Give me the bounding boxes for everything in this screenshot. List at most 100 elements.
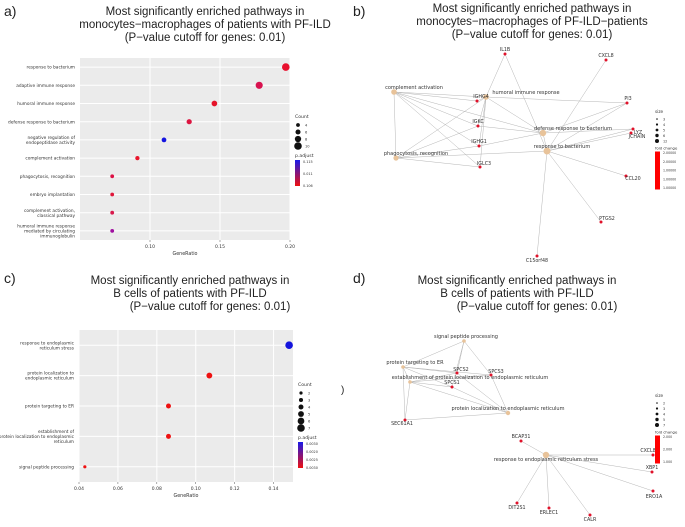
gene-node	[478, 165, 482, 169]
network-edge	[393, 91, 480, 147]
stray-parenthesis: )	[341, 385, 345, 396]
color-legend-bar	[655, 435, 660, 464]
gene-node	[547, 506, 551, 510]
color-legend-label: 1.00000	[663, 169, 676, 173]
gene-node	[450, 385, 454, 389]
gene-node	[604, 58, 608, 62]
x-axis-label: GeneRatio	[174, 493, 199, 499]
color-legend-label: 0.0030	[306, 466, 318, 470]
size-legend-label: 10	[305, 145, 310, 149]
size-legend-label: 4	[663, 412, 665, 416]
category-label: adaptive immune response	[16, 83, 75, 89]
x-tick-label: 0.10	[191, 486, 201, 492]
network-edge	[546, 59, 607, 152]
network-edge	[404, 381, 411, 421]
gene-node-label: IGLC3	[477, 161, 491, 167]
gene-node-label: SPCS1	[444, 380, 459, 386]
category-label: protein targeting to ER	[25, 404, 74, 410]
size-legend-label: 5	[663, 418, 665, 422]
gene-node	[629, 131, 633, 135]
network-edge	[536, 150, 548, 257]
size-legend-dot	[655, 423, 659, 427]
size-legend-dot	[296, 123, 300, 127]
x-tick-label: 0.06	[113, 486, 123, 492]
category-label: humoral immune response	[17, 224, 75, 230]
category-node	[505, 410, 511, 416]
category-label: reticulum stress	[40, 345, 75, 351]
gene-node-label: ERLEC1	[540, 510, 558, 516]
network-edge	[402, 366, 411, 383]
data-point	[255, 81, 263, 89]
size-legend-label: 5	[663, 128, 665, 132]
size-legend-dot	[294, 142, 302, 150]
category-node-label: complement activation	[385, 85, 443, 91]
category-node	[393, 155, 399, 161]
panel-b-title-line2: monocytes−macrophages of PF-ILD−patients	[416, 16, 648, 28]
gene-node-label: ERO1A	[646, 494, 663, 500]
category-node-label: protein targeting to ER	[386, 360, 444, 366]
color-legend-bar	[295, 160, 300, 186]
network-edge	[485, 96, 628, 104]
color-legend-label: 2.000	[663, 448, 672, 452]
network-edge	[542, 102, 628, 134]
x-tick-label: 0.10	[145, 244, 155, 250]
color-legend-label: 2.000	[663, 435, 672, 439]
x-tick-label: 0.14	[269, 486, 279, 492]
category-node-label: signal peptide processing	[434, 334, 498, 340]
network-edge	[546, 132, 632, 152]
color-legend-label: 2.00000	[663, 160, 676, 164]
gene-node	[535, 254, 539, 258]
x-tick-label: 0.12	[230, 486, 240, 492]
category-node-label: defense response to bacterium	[534, 126, 612, 132]
gene-node	[455, 371, 459, 375]
x-axis-label: GeneRatio	[173, 251, 198, 257]
color-legend-label: 1.00000	[663, 186, 676, 190]
network-edge	[546, 102, 628, 152]
size-legend-dot	[294, 135, 302, 143]
category-label: signal peptide processing	[19, 464, 74, 470]
category-label: establishment of	[38, 429, 75, 435]
size-legend-dot	[299, 391, 303, 395]
category-label: mediated by circulating	[24, 229, 75, 235]
gene-node-label: SPCS2	[453, 367, 468, 373]
gene-node-label: CALR	[584, 517, 597, 523]
network-edge	[477, 125, 544, 134]
category-node-label: phagocytosis, recognition	[384, 151, 448, 157]
gene-node-label: CCL20	[625, 176, 640, 182]
gene-node-label: IGHG1	[471, 139, 487, 145]
category-label: immunoglobulin	[40, 234, 75, 240]
category-node-label: humoral immune response	[492, 90, 559, 96]
network-edge	[516, 454, 547, 504]
color-legend-bar	[298, 442, 303, 468]
size-legend-label: 3	[308, 399, 310, 403]
size-legend-dot	[298, 397, 304, 403]
gene-node	[476, 124, 480, 128]
category-node	[391, 89, 397, 95]
data-point	[166, 433, 171, 439]
category-label: endoplasmic reticulum	[25, 376, 74, 382]
size-legend-title: size	[655, 393, 664, 398]
data-point	[135, 155, 140, 161]
category-label: reticulum	[54, 439, 74, 445]
color-legend-title: fold change	[655, 430, 678, 435]
size-legend-label: 4	[305, 124, 308, 128]
gene-node	[599, 220, 603, 224]
size-legend-dot	[297, 417, 305, 425]
color-legend-label: 0.011	[303, 172, 313, 176]
network-edge	[545, 454, 591, 516]
network-edge	[395, 150, 548, 159]
gene-node	[651, 453, 655, 457]
data-point	[211, 100, 218, 107]
x-tick-label: 0.08	[152, 486, 162, 492]
color-legend-label: 2.00000	[663, 151, 676, 155]
data-point	[285, 341, 293, 350]
network-edge	[393, 91, 397, 159]
size-legend-label: 7	[663, 423, 665, 427]
gene-node	[624, 174, 628, 178]
gene-node-label: DIT2S1	[508, 505, 525, 511]
size-legend-dot	[656, 402, 658, 404]
gene-node-label: IGKC	[472, 119, 484, 125]
network-edge	[463, 340, 492, 376]
network-edge	[477, 96, 487, 127]
